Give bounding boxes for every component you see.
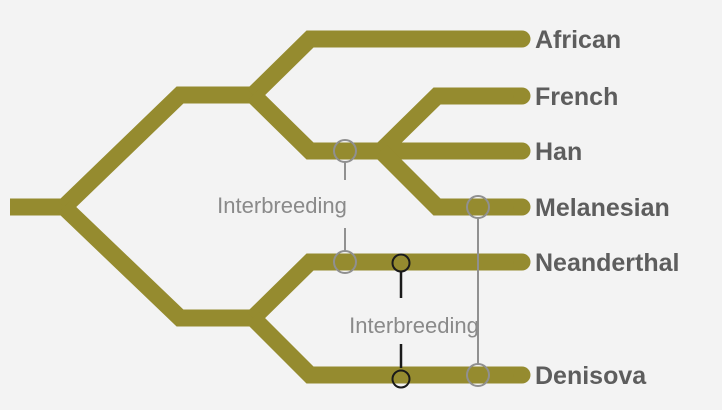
neanderthal-denisova-marker-bottom	[391, 369, 411, 389]
modern-neanderthal-marker-top	[333, 139, 357, 163]
han-tip	[513, 142, 531, 160]
archaic-lineage-branch	[58, 200, 253, 327]
tree-branches	[10, 30, 522, 384]
neanderthal-branch	[247, 253, 522, 325]
taxon-label-french: French	[535, 83, 618, 111]
taxon-label-han: Han	[535, 138, 582, 166]
taxon-labels: African French Han Melanesian Neandertha…	[535, 26, 679, 390]
african-branch	[247, 30, 522, 102]
african-tip	[513, 30, 531, 48]
neanderthal-denisova-marker-top	[391, 253, 411, 273]
melanesian-branch	[374, 144, 522, 216]
denisova-branch	[246, 311, 522, 384]
taxon-label-melanesian: Melanesian	[535, 194, 670, 222]
denisova-tip	[513, 366, 531, 384]
interbreeding-connectors	[333, 139, 490, 389]
french-branch	[375, 87, 522, 158]
interbreeding-label-modern-neanderthal: Interbreeding	[217, 193, 347, 218]
taxon-label-neanderthal: Neanderthal	[535, 249, 679, 277]
taxon-label-african: African	[535, 26, 621, 54]
neanderthal-tip	[513, 253, 531, 271]
interbreeding-label-neanderthal-denisova: Interbreeding	[349, 313, 479, 338]
branch-tips	[513, 30, 531, 384]
melanesian-denisova-marker-top	[466, 195, 490, 219]
melanesian-tip	[513, 198, 531, 216]
taxon-label-denisova: Denisova	[535, 362, 647, 390]
non-african-branch	[247, 88, 381, 160]
french-tip	[513, 87, 531, 105]
modern-human-lineage-branch	[58, 86, 253, 214]
melanesian-denisova-marker-bottom	[466, 363, 490, 387]
modern-neanderthal-marker-bottom	[333, 250, 357, 274]
